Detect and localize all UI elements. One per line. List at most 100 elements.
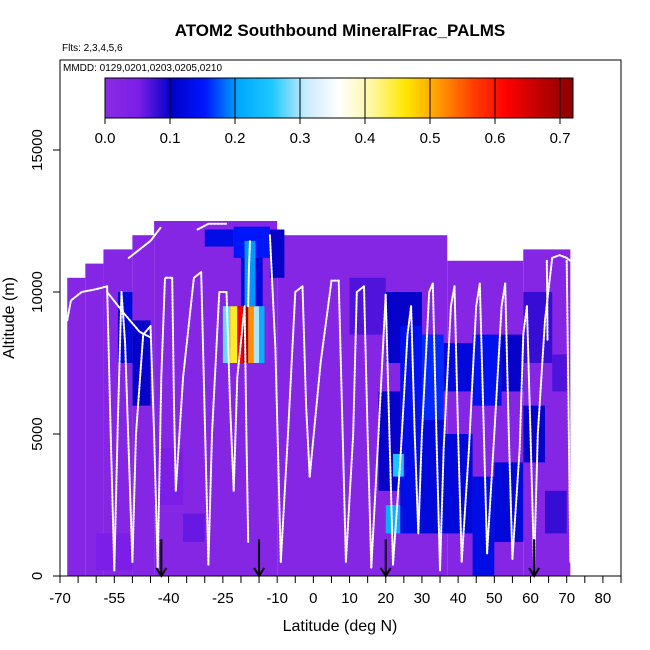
flight-profile-line [370, 293, 387, 569]
flight-profile-line [431, 282, 441, 572]
flight-profile-line [384, 293, 394, 566]
heatmap-cell [244, 240, 256, 307]
colorbar: 0.0 0.1 0.2 0.3 0.4 0.5 0.6 0.7 [95, 77, 574, 147]
x-tick-label: -55 [103, 590, 125, 607]
flights-subtitle: Flts: 2,3,4,5,6 [62, 43, 123, 54]
x-axis-label: Latitude (deg N) [283, 618, 398, 635]
flight-profile-line [156, 276, 174, 569]
heatmap-cell [248, 306, 254, 363]
flight-profile-line [225, 291, 235, 492]
colorbar-tick-label: 0.5 [420, 130, 441, 147]
chart-title: ATOM2 Southbound MineralFrac_PALMS [175, 21, 506, 40]
flight-profile-line [196, 222, 228, 231]
x-tick-label: -10 [266, 590, 288, 607]
colorbar-tick-label: 0.6 [485, 130, 506, 147]
flight-profile-line [279, 285, 304, 563]
flight-profile-line [131, 325, 152, 563]
y-axis-label: Altitude (m) [1, 277, 18, 359]
coverage-block [67, 277, 86, 576]
colorbar-gradient [105, 78, 573, 118]
heatmap-cell [392, 453, 404, 477]
flight-profile-line [363, 285, 373, 569]
flight-profile-line [66, 285, 109, 322]
flight-profile-line [525, 305, 536, 569]
x-tick-label: -25 [212, 590, 234, 607]
flight-profile-line [344, 285, 365, 563]
flight-profile-line [247, 239, 251, 308]
heatmap-cell [552, 354, 567, 392]
flight-profile-line [301, 285, 311, 478]
heatmap-cell [230, 306, 238, 363]
flight-profile-line [453, 285, 463, 563]
flight-profile-line [511, 305, 528, 560]
flight-profile-line [551, 254, 572, 262]
flight-profile-line [106, 291, 152, 339]
flight-profile-line [545, 259, 549, 342]
colorbar-tick-label: 0.3 [290, 130, 311, 147]
x-tick-label: 30 [414, 590, 431, 607]
heatmap-layer [67, 221, 571, 576]
x-tick-label: -40 [158, 590, 180, 607]
plot-frame [59, 59, 622, 577]
x-tick-label: 50 [486, 590, 503, 607]
flight-profile-line [478, 282, 489, 555]
colorbar-frame [104, 77, 574, 119]
flight-profile-line [171, 276, 177, 492]
y-tick-label: 15000 [29, 129, 46, 171]
x-tick-label: 60 [522, 590, 539, 607]
flight-profile-line [232, 305, 246, 492]
flight-profile-line [504, 282, 514, 560]
x-tick-label: 10 [341, 590, 358, 607]
heatmap-cell [421, 334, 444, 420]
flight-profile-line [149, 325, 159, 569]
flight-profile-line [392, 305, 413, 566]
heatmap-cell [472, 476, 495, 576]
flight-profile-line [268, 234, 282, 563]
x-tick-label: 0 [309, 590, 317, 607]
flight-profile-line [200, 271, 210, 566]
flight-profiles-layer [66, 222, 572, 572]
y-axis: 0 5000 10000 15000 [29, 129, 60, 580]
flight-profile-line [106, 285, 116, 572]
colorbar-tick-label: 0.1 [160, 130, 181, 147]
flight-profile-line [486, 282, 507, 555]
flight-profile-line [565, 259, 572, 563]
heatmap-cell [523, 405, 545, 463]
flight-profile-line [417, 282, 434, 535]
heatmap-cell [269, 229, 285, 278]
x-tick-label: 70 [558, 590, 575, 607]
flight-profile-line [460, 282, 481, 563]
y-tick-label: 0 [29, 572, 46, 580]
flight-profile-line [337, 279, 347, 563]
x-tick-label: -70 [49, 590, 71, 607]
dates-subtitle: MMDD: 0129,0201,0203,0205,0210 [63, 63, 222, 74]
x-axis: -70 -55 -40 -25 -10 0 10 20 30 40 50 60 70 80 [49, 576, 622, 607]
coverage-block [85, 263, 104, 576]
heatmap-cell [183, 513, 205, 542]
colorbar-tick-label: 0.4 [355, 130, 376, 147]
heatmap-cell [544, 490, 567, 534]
x-tick-label: 20 [377, 590, 394, 607]
heatmap-cell [259, 306, 265, 363]
heatmap-cell [237, 306, 243, 363]
flight-profile-line [127, 225, 163, 259]
y-tick-label: 5000 [29, 417, 46, 450]
y-tick-label: 10000 [29, 271, 46, 313]
flight-profile-line [120, 291, 134, 563]
heatmap-cell [501, 334, 524, 392]
flight-profile-line [439, 285, 456, 572]
flight-profile-line [113, 291, 123, 572]
heatmap-cell [421, 419, 444, 534]
colorbar-tick-label: 0.2 [225, 130, 246, 147]
flight-profile-line [410, 305, 420, 535]
flight-profile-line [174, 271, 203, 492]
heatmap-cell [222, 306, 231, 363]
x-tick-label: 40 [450, 590, 467, 607]
colorbar-tick-label: 0.7 [550, 130, 571, 147]
colorbar-tick-label: 0.0 [95, 130, 116, 147]
flight-profile-line [308, 279, 340, 478]
flight-profile-line [207, 291, 228, 566]
heatmap-cell [204, 229, 234, 247]
flight-profile-line [243, 305, 250, 543]
